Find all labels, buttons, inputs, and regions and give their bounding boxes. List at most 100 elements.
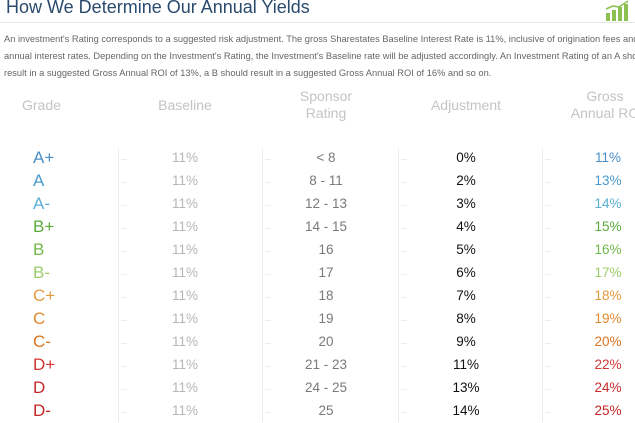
adjustment-cell: 13%: [452, 380, 480, 395]
divider-tick: [121, 274, 127, 275]
sponsor-rating-cell: < 8: [316, 150, 336, 165]
divider-tick: [265, 389, 271, 390]
gross-roi-cell: 19%: [594, 311, 622, 326]
gross-roi-cell: 20%: [594, 334, 622, 349]
divider-tick: [265, 320, 271, 321]
divider-tick: [545, 320, 551, 321]
table-row: A+ 11% < 8 0% 11%: [0, 147, 635, 170]
divider-tick: [545, 274, 551, 275]
header-gross-line: Gross: [586, 88, 624, 104]
table-row: C 11% 19 8% 19%: [0, 308, 635, 331]
gross-roi-cell: 22%: [594, 357, 622, 372]
header-baseline: Baseline: [158, 97, 212, 113]
header-grade: Grade: [22, 97, 61, 113]
divider-tick: [545, 205, 551, 206]
header-sponsor-line: Sponsor: [299, 88, 353, 104]
grade-cell: C+: [33, 286, 56, 305]
divider-tick: [121, 228, 127, 229]
baseline-cell: 11%: [171, 334, 199, 349]
table-row: C- 11% 20 9% 20%: [0, 331, 635, 354]
column-divider: [262, 148, 263, 422]
title-divider: [0, 22, 635, 23]
adjustment-cell: 9%: [456, 334, 476, 349]
intro-line: annual interest rates. Depending on the …: [4, 51, 635, 61]
divider-tick: [265, 205, 271, 206]
page-title: How We Determine Our Annual Yields: [6, 0, 310, 17]
divider-tick: [121, 159, 127, 160]
divider-tick: [545, 412, 551, 413]
baseline-cell: 11%: [171, 380, 199, 395]
grade-cell: A-: [33, 194, 50, 213]
divider-tick: [265, 159, 271, 160]
grade-cell: B: [33, 240, 45, 259]
gross-roi-cell: 17%: [594, 265, 622, 280]
table-row: D 11% 24 - 25 13% 24%: [0, 377, 635, 400]
grade-cell: C-: [33, 332, 51, 351]
gross-roi-cell: 25%: [594, 403, 622, 418]
sponsor-rating-cell: 16: [318, 242, 334, 257]
intro-line: result in a suggested Gross Annual ROI o…: [4, 68, 492, 78]
divider-tick: [401, 205, 407, 206]
adjustment-cell: 3%: [456, 196, 476, 211]
intro-paragraph: An investment's Rating corresponds to a …: [4, 31, 635, 82]
table-row: A 11% 8 - 11 2% 13%: [0, 170, 635, 193]
column-divider: [542, 148, 543, 422]
adjustment-cell: 8%: [456, 311, 476, 326]
baseline-cell: 11%: [171, 403, 199, 418]
sponsor-rating-cell: 14 - 15: [304, 219, 348, 234]
intro-line: An investment's Rating corresponds to a …: [4, 34, 635, 44]
gross-roi-cell: 16%: [594, 242, 622, 257]
divider-tick: [265, 251, 271, 252]
table-row: B 11% 16 5% 16%: [0, 239, 635, 262]
divider-tick: [121, 366, 127, 367]
divider-tick: [401, 389, 407, 390]
table-row: B- 11% 17 6% 17%: [0, 262, 635, 285]
divider-tick: [265, 343, 271, 344]
divider-tick: [545, 343, 551, 344]
divider-tick: [401, 182, 407, 183]
divider-tick: [121, 297, 127, 298]
header-adjustment: Adjustment: [430, 97, 502, 113]
adjustment-cell: 0%: [456, 150, 476, 165]
divider-tick: [401, 343, 407, 344]
baseline-cell: 11%: [171, 357, 199, 372]
divider-tick: [121, 320, 127, 321]
sponsor-rating-cell: 8 - 11: [309, 173, 343, 188]
grade-cell: A+: [33, 148, 55, 167]
column-divider: [118, 148, 119, 422]
divider-tick: [401, 366, 407, 367]
baseline-cell: 11%: [171, 219, 199, 234]
sponsor-rating-cell: 12 - 13: [304, 196, 348, 211]
divider-tick: [265, 366, 271, 367]
baseline-cell: 11%: [171, 242, 199, 257]
grade-cell: C: [33, 309, 46, 328]
gross-roi-cell: 24%: [594, 380, 622, 395]
divider-tick: [545, 159, 551, 160]
header-sponsor-rating: Sponsor Rating: [280, 88, 372, 122]
divider-tick: [121, 205, 127, 206]
divider-tick: [121, 343, 127, 344]
adjustment-cell: 14%: [452, 403, 480, 418]
divider-tick: [121, 412, 127, 413]
grade-cell: A: [33, 171, 45, 190]
sponsor-rating-cell: 21 - 23: [304, 357, 348, 372]
gross-roi-cell: 14%: [594, 196, 622, 211]
baseline-cell: 11%: [171, 288, 199, 303]
header-sponsor-line: Rating: [305, 105, 347, 121]
baseline-cell: 11%: [171, 311, 199, 326]
grade-cell: D: [33, 378, 46, 397]
sponsor-rating-cell: 18: [318, 288, 334, 303]
sponsor-rating-cell: 17: [318, 265, 334, 280]
sponsor-rating-cell: 20: [318, 334, 334, 349]
divider-tick: [401, 274, 407, 275]
baseline-cell: 11%: [171, 173, 199, 188]
gross-roi-cell: 15%: [594, 219, 622, 234]
divider-tick: [265, 297, 271, 298]
baseline-cell: 11%: [171, 265, 199, 280]
divider-tick: [401, 297, 407, 298]
sponsor-rating-cell: 24 - 25: [304, 380, 348, 395]
grade-cell: D+: [33, 355, 56, 374]
baseline-cell: 11%: [171, 196, 199, 211]
divider-tick: [265, 274, 271, 275]
divider-tick: [401, 159, 407, 160]
